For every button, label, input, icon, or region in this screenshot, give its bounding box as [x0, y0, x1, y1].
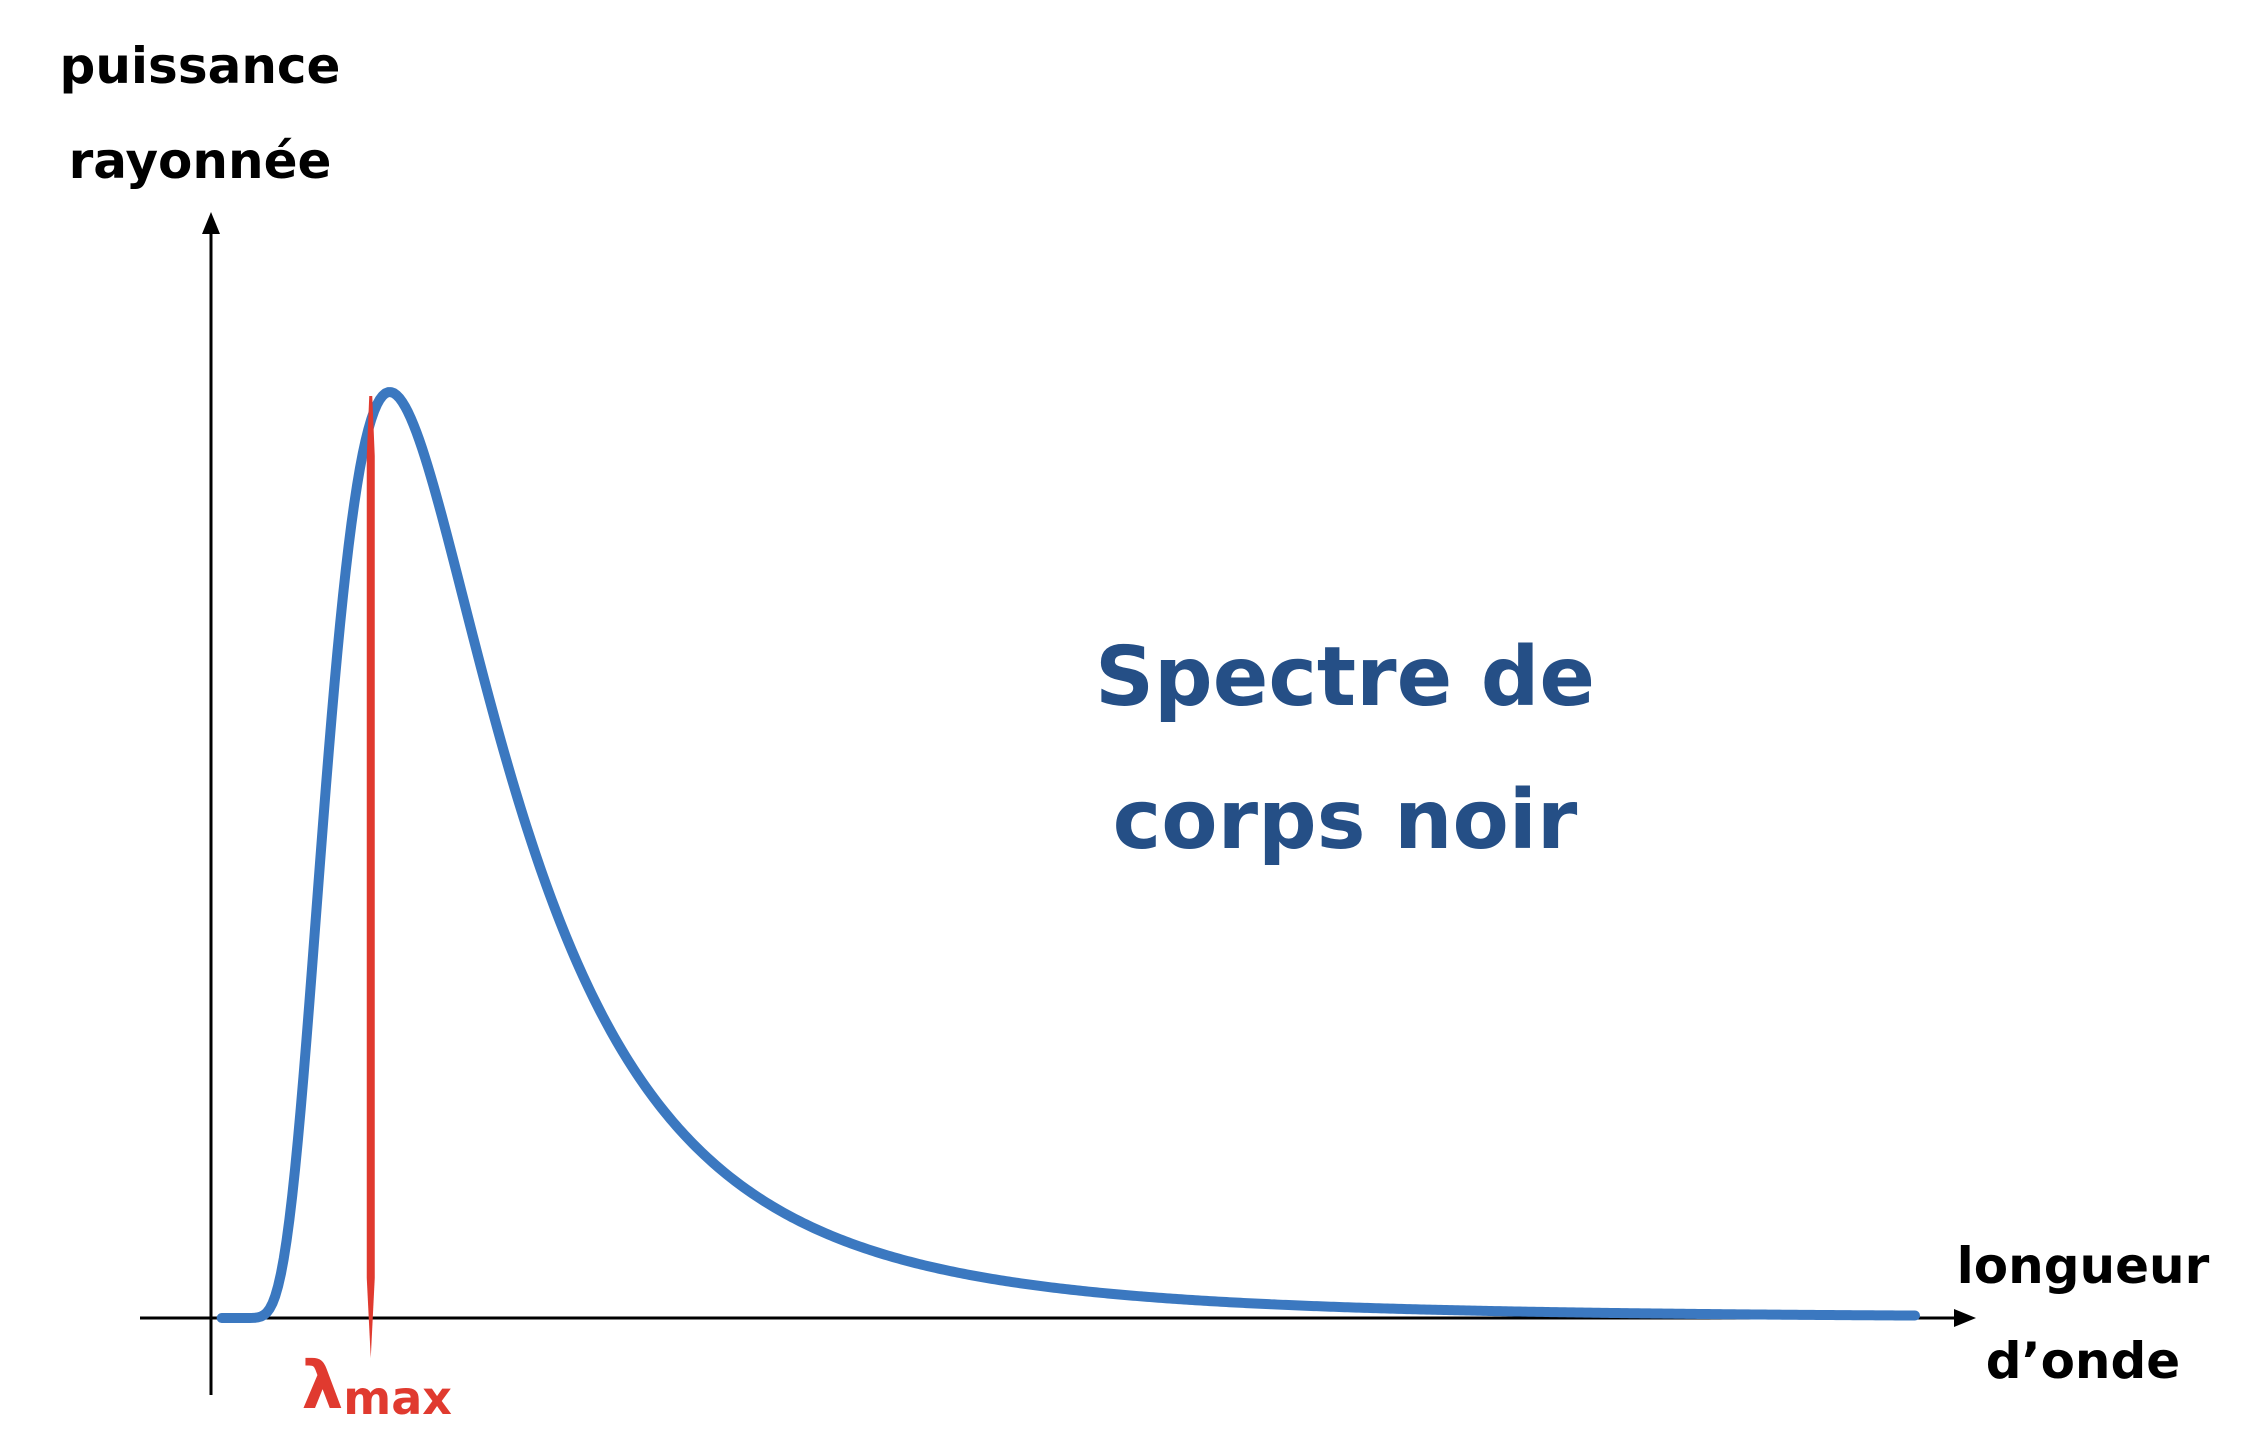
y-axis-label-line2: rayonnée [69, 132, 332, 190]
blackbody-curve [216, 387, 1920, 1323]
x-axis: longueur d’onde [140, 1237, 2210, 1390]
lambda-subscript: max [343, 1371, 452, 1425]
x-axis-label-line2: d’onde [1986, 1332, 2180, 1390]
x-axis-arrowhead [1954, 1309, 1976, 1327]
lambda-max-label: λmax [302, 1347, 452, 1425]
peak-marker: λmax [302, 396, 452, 1425]
x-axis-label-line1: longueur [1957, 1237, 2210, 1295]
lambda-max-line [366, 396, 375, 1358]
curve-label-line2: corps noir [1113, 773, 1578, 868]
y-axis-arrowhead [202, 212, 220, 234]
lambda-symbol: λ [302, 1347, 344, 1424]
y-axis: puissance rayonnée [60, 37, 341, 1395]
y-axis-label-line1: puissance [60, 37, 341, 95]
curve-label-line1: Spectre de [1095, 630, 1595, 725]
